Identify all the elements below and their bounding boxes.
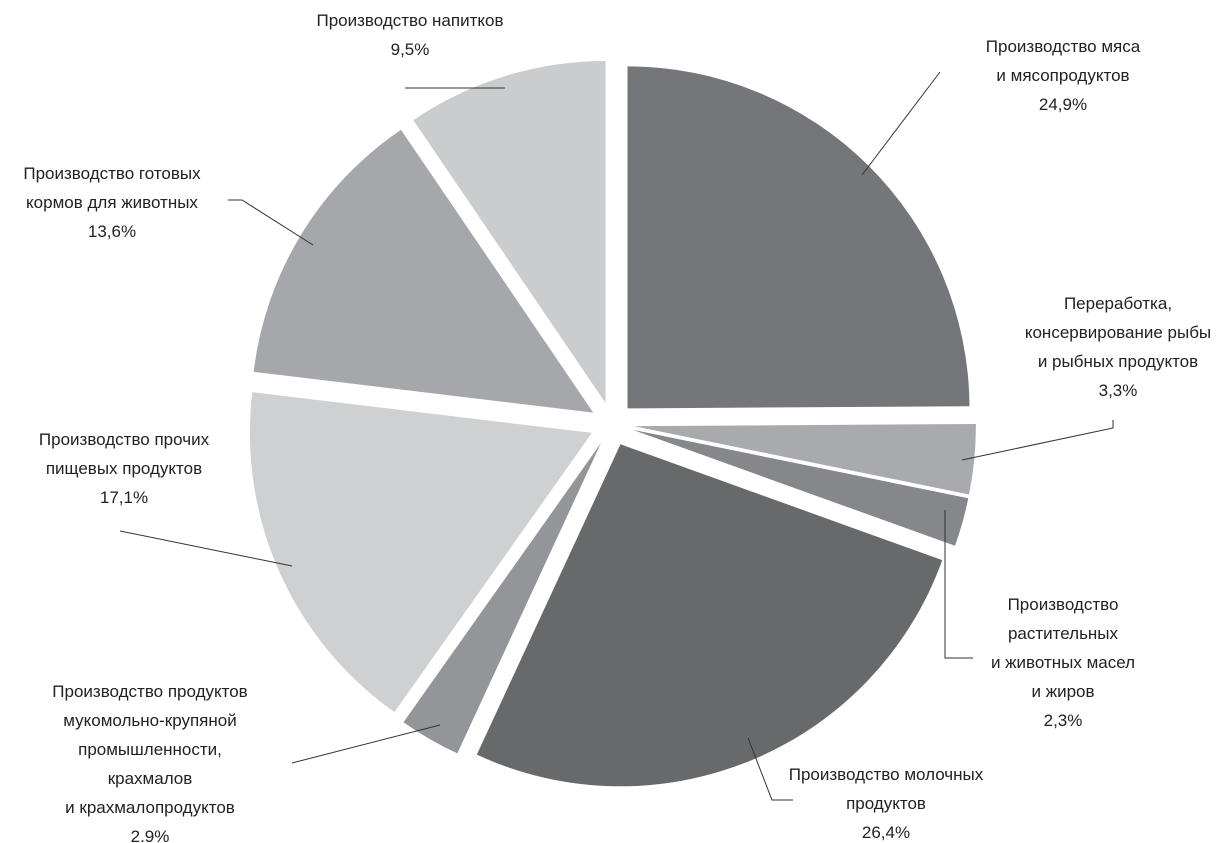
slice-label-4: Производство молочных продуктов 26,4% bbox=[789, 765, 984, 842]
pie-slice-4 bbox=[476, 444, 943, 787]
pie-slice-2 bbox=[633, 423, 976, 495]
leader-line-7 bbox=[228, 199, 314, 246]
slice-category-label: и мясопродуктов bbox=[996, 66, 1129, 85]
slice-value-label: 17,1% bbox=[100, 488, 148, 507]
slice-label-3: Производство растительных и животных масел… bbox=[991, 595, 1135, 730]
slice-label-5: Производство продуктов мукомольно-крупяно… bbox=[52, 682, 247, 843]
slice-category-label: Производство готовых bbox=[23, 164, 201, 183]
leader-line-2 bbox=[961, 420, 1114, 461]
slice-label-7: Производство готовых кормов для животных 1… bbox=[23, 164, 201, 241]
slice-category-label: Переработка, bbox=[1064, 294, 1172, 313]
slice-category-label: и крахмалопродуктов bbox=[65, 798, 235, 817]
leader-line-4 bbox=[747, 737, 793, 801]
slice-value-label: 13,6% bbox=[88, 222, 136, 241]
slice-category-label: и рыбных продуктов bbox=[1038, 352, 1198, 371]
leader-line-1 bbox=[861, 71, 941, 176]
slice-category-label: Производство напитков bbox=[316, 11, 503, 30]
pie-slices bbox=[249, 60, 976, 787]
pie-slice-8 bbox=[413, 60, 606, 403]
slice-category-label: растительных bbox=[1008, 624, 1119, 643]
slice-value-label: 24,9% bbox=[1039, 95, 1087, 114]
slice-label-6: Производство прочих пищевых продуктов 17,1… bbox=[39, 430, 210, 507]
leader-line-3 bbox=[944, 510, 973, 659]
slice-category-label: промышленности, bbox=[78, 740, 222, 759]
slice-category-label: Производство мяса bbox=[986, 37, 1141, 56]
slice-category-label: Производство bbox=[1008, 595, 1119, 614]
pie-slice-7 bbox=[253, 129, 594, 413]
slice-value-label: 2.9% bbox=[131, 827, 170, 843]
leader-lines bbox=[119, 71, 1114, 801]
slice-category-label: Производство продуктов bbox=[52, 682, 247, 701]
slice-label-1: Производство мяса и мясопродуктов 24,9% bbox=[986, 37, 1141, 114]
slice-category-label: мукомольно-крупяной bbox=[63, 711, 236, 730]
leader-line-6 bbox=[119, 530, 293, 567]
slice-value-label: 2,3% bbox=[1044, 711, 1083, 730]
slice-labels: Производство мяса и мясопродуктов 24,9% Пер… bbox=[23, 11, 1211, 843]
slice-category-label: кормов для животных bbox=[26, 193, 198, 212]
slice-category-label: крахмалов bbox=[108, 769, 193, 788]
pie-slice-6 bbox=[249, 392, 592, 713]
slice-label-2: Переработка, консервирование рыбы и рыбных… bbox=[1025, 294, 1211, 400]
slice-value-label: 9,5% bbox=[391, 40, 430, 59]
slice-category-label: и животных масел bbox=[991, 653, 1135, 672]
slice-label-8: Производство напитков 9,5% bbox=[316, 11, 503, 59]
slice-value-label: 26,4% bbox=[862, 823, 910, 842]
slice-category-label: консервирование рыбы bbox=[1025, 323, 1211, 342]
slice-category-label: продуктов bbox=[846, 794, 926, 813]
leader-line-5 bbox=[291, 724, 441, 764]
slice-category-label: Производство молочных bbox=[789, 765, 984, 784]
slice-value-label: 3,3% bbox=[1099, 381, 1138, 400]
slice-category-label: и жиров bbox=[1031, 682, 1094, 701]
pie-slice-5 bbox=[403, 443, 601, 754]
pie-slice-3 bbox=[633, 429, 969, 546]
slice-category-label: Производство прочих bbox=[39, 430, 210, 449]
pie-slice-1 bbox=[627, 66, 970, 409]
slice-category-label: пищевых продуктов bbox=[46, 459, 202, 478]
